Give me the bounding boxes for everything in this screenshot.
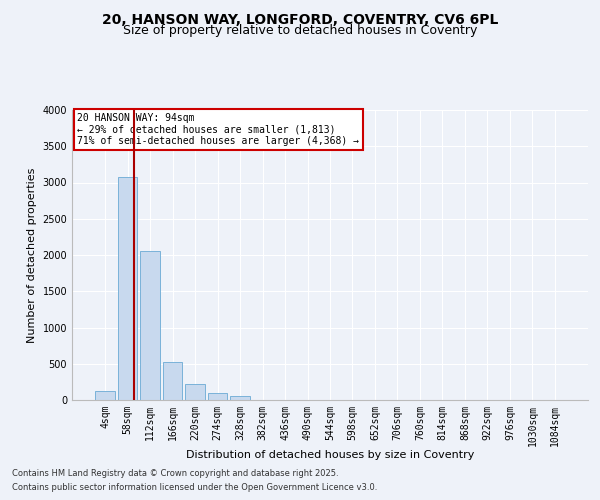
Text: 20 HANSON WAY: 94sqm
← 29% of detached houses are smaller (1,813)
71% of semi-de: 20 HANSON WAY: 94sqm ← 29% of detached h… (77, 113, 359, 146)
Text: Contains public sector information licensed under the Open Government Licence v3: Contains public sector information licen… (12, 484, 377, 492)
Text: Size of property relative to detached houses in Coventry: Size of property relative to detached ho… (123, 24, 477, 37)
X-axis label: Distribution of detached houses by size in Coventry: Distribution of detached houses by size … (186, 450, 474, 460)
Bar (163, 362, 182, 400)
Bar (208, 393, 227, 400)
Bar (140, 252, 160, 400)
Bar (118, 176, 137, 400)
Bar (230, 396, 250, 400)
Y-axis label: Number of detached properties: Number of detached properties (27, 168, 37, 342)
Text: Contains HM Land Registry data © Crown copyright and database right 2025.: Contains HM Land Registry data © Crown c… (12, 468, 338, 477)
Bar (185, 384, 205, 400)
Bar (95, 390, 115, 400)
Text: 20, HANSON WAY, LONGFORD, COVENTRY, CV6 6PL: 20, HANSON WAY, LONGFORD, COVENTRY, CV6 … (102, 12, 498, 26)
